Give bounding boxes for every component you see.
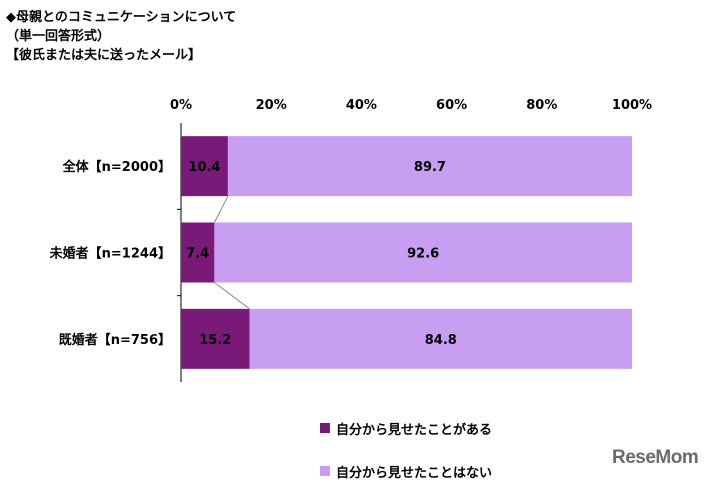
category-label: 既婚者【n=756】 (59, 332, 171, 348)
legend-item-shown: 自分から見せたことがある (320, 418, 492, 438)
category-label: 全体【n=2000】 (62, 159, 171, 175)
bar-segment-shown (181, 308, 250, 369)
x-tick-label: 60% (436, 98, 467, 113)
bar-segment-not-shown (249, 308, 632, 369)
data-label: 15.2 (199, 333, 231, 348)
bar-segment-not-shown (227, 136, 633, 197)
category-label: 未婚者【n=1244】 (49, 246, 171, 262)
legend-item-not-shown: 自分から見せたことはない (320, 461, 492, 481)
series-connector-line (214, 282, 250, 310)
chart-subtitle-topic: 【彼氏または夫に送ったメール】 (6, 48, 202, 63)
x-tick-label: 80% (526, 98, 557, 113)
bar-segment-not-shown (214, 222, 632, 283)
x-tick-label: 40% (346, 98, 377, 113)
legend-label-shown: 自分から見せたことがある (336, 422, 493, 438)
legend-swatch-not-shown (320, 466, 330, 476)
chart-header: ◆母親とのコミュニケーションについて （単一回答形式） 【彼氏または夫に送ったメ… (6, 8, 236, 65)
x-tick-label: 0% (170, 98, 192, 113)
data-label: 89.7 (414, 160, 446, 175)
data-label: 92.6 (407, 247, 439, 262)
chart-subtitle-format: （単一回答形式） (6, 29, 111, 44)
stacked-bar-chart: 0% 20% 40% 60% 80% 100% 全体【n=2000】 10.4 89.7 未婚者【… (49, 98, 652, 382)
x-tick-label: 20% (256, 98, 287, 113)
data-label: 7.4 (186, 247, 209, 262)
series-connector-line (213, 195, 229, 223)
resemom-logo: ReseMom (612, 447, 699, 468)
data-label: 84.8 (425, 333, 457, 348)
bar-segment-shown (181, 222, 215, 283)
legend-label-not-shown: 自分から見せたことはない (336, 465, 493, 481)
bar-segment-shown (181, 136, 228, 197)
data-label: 10.4 (188, 160, 220, 175)
x-tick-label: 100% (612, 98, 652, 113)
legend-swatch-shown (320, 423, 330, 433)
chart-title: ◆母親とのコミュニケーションについて (6, 10, 237, 25)
legend: 自分から見せたことがある 自分から見せたことはない (320, 418, 492, 504)
